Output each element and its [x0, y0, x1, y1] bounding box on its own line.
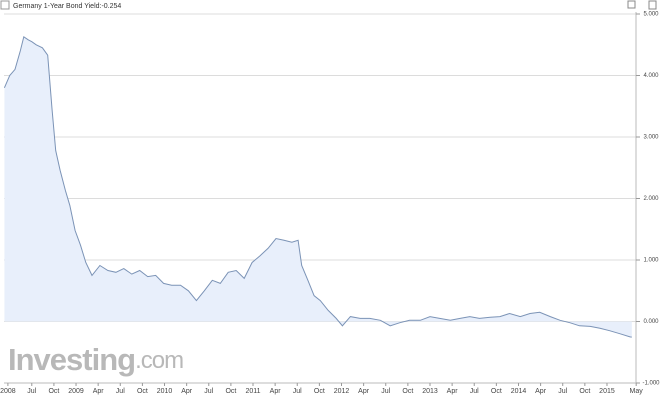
x-tick-label: Oct: [579, 388, 590, 395]
watermark-brand: Investing: [8, 342, 135, 377]
x-tick-label: May: [630, 388, 644, 395]
y-tick-label: -1.000: [642, 381, 660, 387]
chart-icon: [0, 0, 10, 10]
watermark: Investing.com: [8, 342, 183, 377]
y-tick-label: 0.000: [643, 319, 659, 325]
x-tick-label: Apr: [270, 388, 282, 395]
x-tick-label: Jul: [116, 388, 125, 395]
watermark-suffix: .com: [135, 347, 183, 374]
window-icon[interactable]: [648, 0, 657, 10]
x-tick-label: Jul: [381, 388, 390, 395]
x-tick-label: Oct: [225, 388, 236, 395]
chart-title: Germany 1-Year Bond Yield:-0.254: [13, 3, 121, 10]
window-icon[interactable]: [627, 0, 636, 9]
x-tick-label: 2014: [511, 388, 527, 395]
x-tick-label: Apr: [535, 388, 547, 395]
area: [4, 36, 632, 338]
x-tick-label: Oct: [137, 388, 148, 395]
x-tick-label: 2013: [422, 388, 438, 395]
x-tick-label: Apr: [93, 388, 105, 395]
x-tick-label: Oct: [491, 388, 502, 395]
x-tick-label: 2011: [245, 388, 260, 395]
y-tick-label: 1.000: [643, 258, 659, 264]
x-tick-label: Jul: [558, 388, 567, 395]
x-tick-label: 2008: [0, 388, 16, 395]
x-tick-label: 2009: [68, 388, 84, 395]
x-tick-label: Jul: [470, 388, 479, 395]
y-tick-label: 5.000: [643, 12, 659, 18]
x-tick-label: Jul: [27, 388, 36, 395]
x-tick-label: Jul: [293, 388, 302, 395]
x-tick-label: Jul: [204, 388, 213, 395]
x-tick-label: 2012: [334, 388, 350, 395]
x-tick-label: Apr: [181, 388, 193, 395]
y-tick-label: 4.000: [643, 73, 659, 79]
x-tick-label: Oct: [402, 388, 413, 395]
line: [3, 35, 632, 338]
x-tick-label: Oct: [48, 388, 59, 395]
x-tick-label: 2015: [599, 388, 615, 395]
x-tick-label: 2010: [157, 388, 173, 395]
y-tick-label: 3.000: [643, 135, 659, 141]
y-tick-label: 2.000: [643, 196, 659, 202]
x-tick-label: Oct: [314, 388, 325, 395]
x-tick-label: Apr: [447, 388, 459, 395]
x-tick-label: Apr: [358, 388, 370, 395]
